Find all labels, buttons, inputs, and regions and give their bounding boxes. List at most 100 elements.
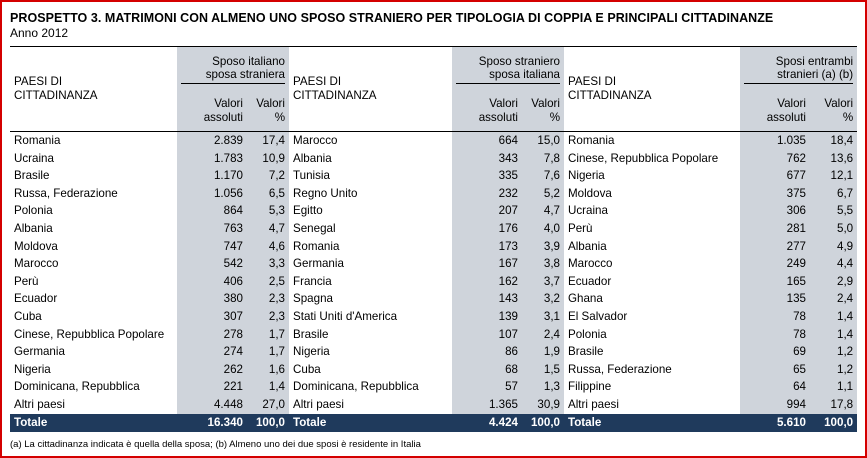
- country-3-cell: Romania: [568, 134, 615, 147]
- abs-1-cell: 1.170: [177, 167, 247, 185]
- pct-2-cell: 3,9: [522, 237, 564, 256]
- country-1-cell: Polonia: [14, 204, 53, 218]
- country-3-cell: Nigeria: [568, 169, 605, 183]
- abs-3-cell: 281: [740, 219, 810, 238]
- pct-3-cell: 2,4: [810, 290, 858, 308]
- table-row: Ucraina 1.783 10,9 Albania 343 7,8 Cinese, Rep…: [10, 149, 858, 168]
- group-header-1: Sposo italiano sposa straniera: [177, 47, 289, 91]
- abs-2-cell: 664: [452, 131, 522, 150]
- abs-2-cell: 57: [452, 378, 522, 396]
- pct-1-cell: 7,2: [247, 167, 289, 185]
- country-3-cell: Albania: [568, 239, 607, 253]
- country-2-cell: Dominicana, Repubblica: [293, 380, 419, 394]
- country-header-1: PAESI DI CITTADINANZA: [14, 75, 98, 102]
- abs-1-cell: 274: [177, 343, 247, 361]
- country-1-cell: Germania: [14, 345, 65, 359]
- pct-2-cell: 3,2: [522, 290, 564, 308]
- country-1-cell: Romania: [14, 134, 61, 147]
- total-abs-2: 4.424: [452, 413, 522, 432]
- pct-1-cell: 5,3: [247, 202, 289, 220]
- country-3-cell: Altri paesi: [568, 397, 619, 411]
- pct-1-cell: 1,4: [247, 378, 289, 396]
- country-3-cell: Ecuador: [568, 274, 612, 288]
- abs-1-cell: 542: [177, 255, 247, 273]
- pct-2-cell: 15,0: [522, 131, 564, 150]
- header-row-groups: PAESI DI CITTADINANZA Sposo italiano sposa…: [10, 47, 858, 102]
- country-3-cell: Perù: [568, 221, 593, 235]
- pct-3-cell: 1,1: [810, 378, 858, 396]
- table-body: Romania 2.839 17,4 Marocco 664 15,0 Romania 1.0…: [10, 131, 858, 414]
- footnote: (a) La cittadinanza indicata è quella de…: [10, 439, 421, 450]
- country-2-cell: Regno Unito: [293, 186, 358, 200]
- abs-3-cell: 249: [740, 255, 810, 273]
- country-2-cell: Altri paesi: [293, 397, 344, 411]
- subheader-abs-1: Valori assoluti: [177, 91, 247, 131]
- country-1-cell: Altri paesi: [14, 397, 65, 411]
- abs-1-cell: 307: [177, 307, 247, 326]
- total-label-2: Totale: [289, 413, 452, 432]
- abs-1-cell: 406: [177, 272, 247, 291]
- pct-2-cell: 3,8: [522, 255, 564, 273]
- abs-3-cell: 165: [740, 272, 810, 291]
- table-row: Perù 406 2,5 Francia 162 3,7 Ecuador 165 2,9: [10, 272, 858, 291]
- abs-2-cell: 143: [452, 290, 522, 308]
- country-3-cell: Polonia: [568, 327, 607, 341]
- pct-1-cell: 27,0: [247, 395, 289, 414]
- abs-2-cell: 335: [452, 167, 522, 185]
- table-row: Russa, Federazione 1.056 6,5 Regno Unito 232…: [10, 184, 858, 203]
- pct-2-cell: 4,0: [522, 219, 564, 238]
- country-1-cell: Cuba: [14, 309, 42, 323]
- country-2-cell: Spagna: [293, 292, 333, 306]
- abs-1-cell: 278: [177, 325, 247, 344]
- pct-2-cell: 3,1: [522, 307, 564, 326]
- pct-2-cell: 5,2: [522, 184, 564, 203]
- abs-3-cell: 78: [740, 325, 810, 344]
- pct-2-cell: 4,7: [522, 202, 564, 220]
- abs-3-cell: 78: [740, 307, 810, 326]
- abs-2-cell: 167: [452, 255, 522, 273]
- pct-1-cell: 3,3: [247, 255, 289, 273]
- table-row: Marocco 542 3,3 Germania 167 3,8 Marocco 249 4,4: [10, 255, 858, 273]
- abs-1-cell: 2.839: [177, 131, 247, 150]
- pct-1-cell: 2,3: [247, 290, 289, 308]
- total-abs-3: 5.610: [740, 413, 810, 432]
- abs-3-cell: 762: [740, 149, 810, 168]
- country-3-cell: Filippine: [568, 380, 612, 394]
- pct-3-cell: 5,5: [810, 202, 858, 220]
- pct-1-cell: 6,5: [247, 184, 289, 203]
- pct-3-cell: 2,9: [810, 272, 858, 291]
- pct-2-cell: 1,5: [522, 360, 564, 379]
- abs-3-cell: 1.035: [740, 131, 810, 150]
- subheader-pct-2: Valori%: [522, 91, 564, 131]
- pct-3-cell: 17,8: [810, 395, 858, 414]
- header-row-subcolumns: Valori assoluti Valori% Valori assoluti Va…: [10, 91, 858, 131]
- table-row: Moldova 747 4,6 Romania 173 3,9 Albania 277 4,9: [10, 237, 858, 256]
- pct-3-cell: 5,0: [810, 219, 858, 238]
- total-row: Totale 16.340 100,0 Totale 4.424 100,0 T…: [10, 413, 858, 432]
- abs-1-cell: 1.783: [177, 149, 247, 168]
- table-title: PROSPETTO 3. MATRIMONI CON ALMENO UNO SP…: [10, 11, 774, 25]
- country-3-cell: Ucraina: [568, 204, 608, 218]
- table-row: Polonia 864 5,3 Egitto 207 4,7 Ucraina 306 5,5: [10, 202, 858, 220]
- abs-2-cell: 1.365: [452, 395, 522, 414]
- country-2-cell: Stati Uniti d'America: [293, 309, 398, 323]
- subheader-abs-3: Valori assoluti: [740, 91, 810, 131]
- abs-2-cell: 173: [452, 237, 522, 256]
- country-1-cell: Nigeria: [14, 362, 51, 376]
- abs-3-cell: 64: [740, 378, 810, 396]
- subheader-pct-3: Valori%: [810, 91, 858, 131]
- pct-3-cell: 6,7: [810, 184, 858, 203]
- pct-3-cell: 1,4: [810, 325, 858, 344]
- country-1-cell: Brasile: [14, 169, 50, 183]
- pct-2-cell: 3,7: [522, 272, 564, 291]
- country-2-cell: Cuba: [293, 362, 321, 376]
- abs-1-cell: 4.448: [177, 395, 247, 414]
- table-row: Germania 274 1,7 Nigeria 86 1,9 Brasile 69 1,2: [10, 343, 858, 361]
- country-2-cell: Nigeria: [293, 345, 330, 359]
- abs-3-cell: 994: [740, 395, 810, 414]
- pct-1-cell: 17,4: [247, 131, 289, 150]
- table-row: Altri paesi 4.448 27,0 Altri paesi 1.365 30,9…: [10, 395, 858, 414]
- country-1-cell: Moldova: [14, 239, 58, 253]
- country-1-cell: Marocco: [14, 257, 59, 271]
